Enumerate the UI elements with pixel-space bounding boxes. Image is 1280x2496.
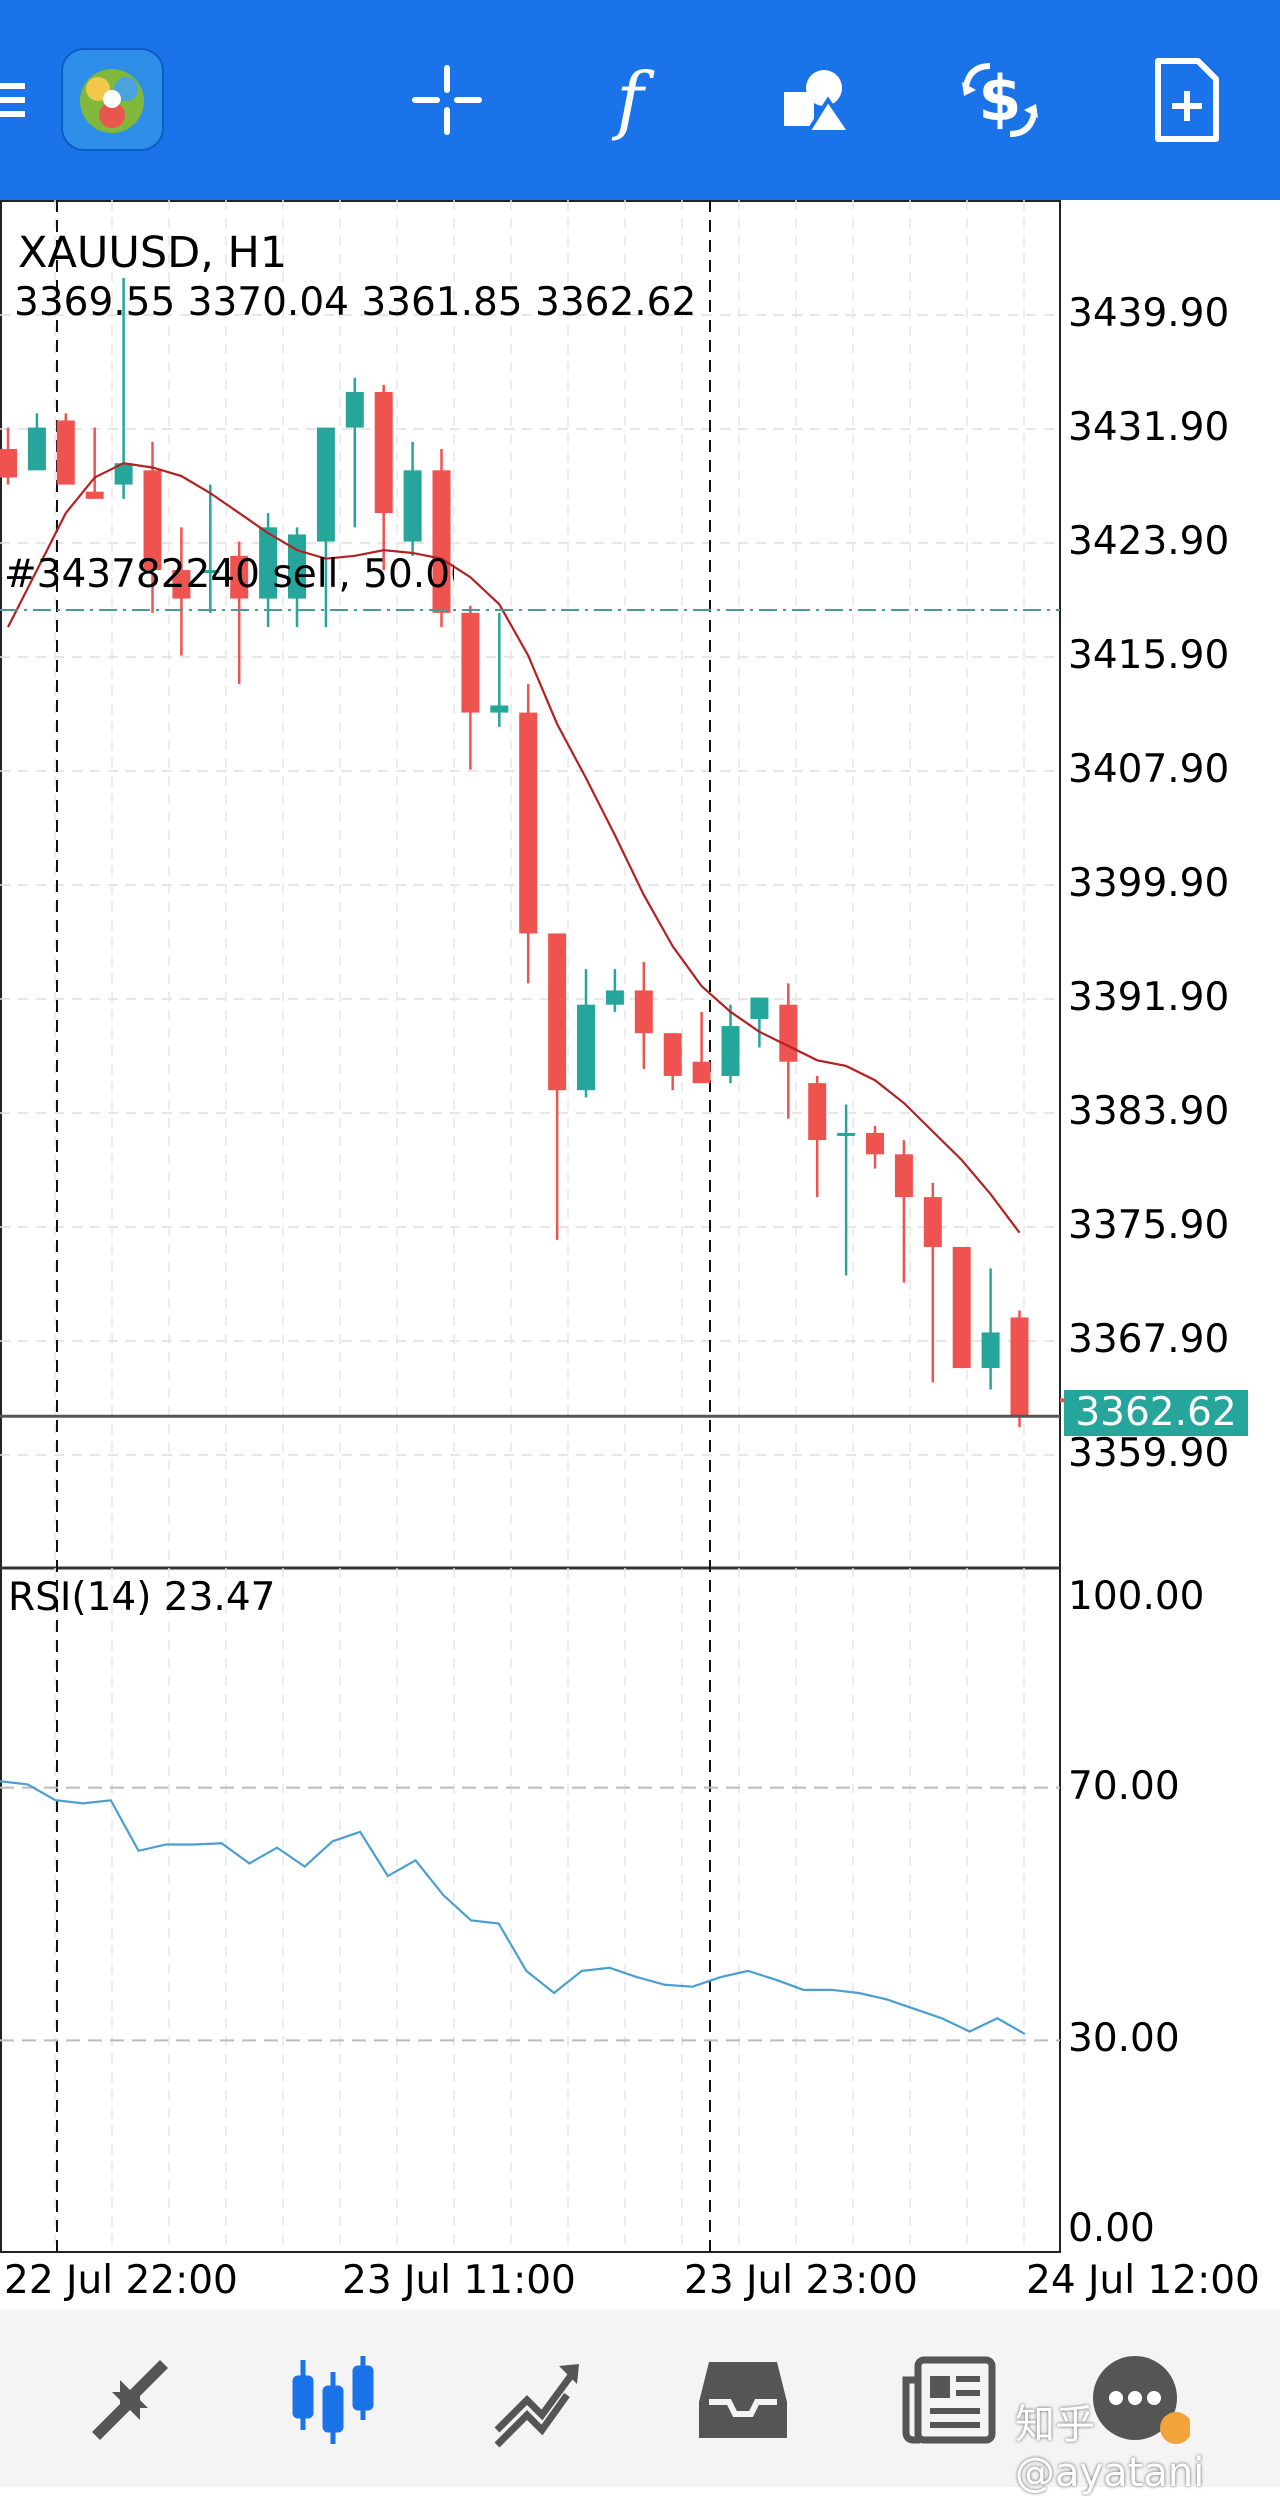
candle-body [0,448,17,478]
price-axis-label: 3391.90 [1068,975,1230,1020]
price-axis-label: 3415.90 [1068,633,1230,678]
candle-body [27,427,46,471]
top-toolbar: f $ [0,0,1280,200]
candle-body [461,612,480,713]
candle-body [432,470,451,613]
candle-body [577,1004,595,1091]
candle-body [663,1033,682,1076]
candle-body [345,391,364,428]
price-axis-label: 3399.90 [1068,861,1230,906]
quotes-icon[interactable] [65,2340,195,2460]
price-axis-label: 3359.90 [1068,1431,1230,1476]
candle-body [56,420,75,485]
candle-body [952,1246,971,1369]
candle-body [981,1332,1000,1369]
chart-area[interactable]: XAUUSD, H1 3369.55 3370.04 3361.85 3362.… [0,200,1280,2310]
candle-body [548,933,567,1091]
history-icon[interactable] [678,2340,808,2460]
order-label[interactable]: #343782240 sell, 50.00 [4,552,454,597]
candle-body [923,1197,942,1247]
candle-body [692,1061,711,1084]
price-axis-label: 3375.90 [1068,1203,1230,1248]
candle-body [201,570,220,574]
symbol-label: XAUUSD, H1 [18,228,288,278]
price-axis-label: 3383.90 [1068,1089,1230,1134]
rsi-axis-label: 100.00 [1068,1574,1205,1619]
candle-body [721,1026,740,1076]
rsi-axis-label: 0.00 [1068,2206,1155,2251]
chart-icon[interactable] [268,2340,398,2460]
price-axis-label: 3423.90 [1068,519,1230,564]
candle-body [894,1154,913,1198]
price-axis-label: 3367.90 [1068,1317,1230,1362]
candle-body [259,527,278,599]
price-axis-label: 3407.90 [1068,747,1230,792]
time-axis-label: 23 Jul 23:00 [684,2258,918,2303]
candle-body [316,427,335,542]
time-axis-label: 23 Jul 11:00 [342,2258,576,2303]
candle-body [605,990,624,1005]
objects-icon[interactable] [768,50,868,150]
candle-body [490,705,509,713]
candle-body [837,1132,856,1136]
rsi-label: RSI(14) 23.47 [8,1575,276,1620]
rsi-axis-label: 70.00 [1068,1763,1180,1809]
candle-body [230,555,249,599]
indicator-function-icon[interactable]: f [616,57,644,143]
bottom-navigation [0,2310,1280,2487]
candle-body [750,997,769,1019]
messages-icon[interactable] [1070,2340,1200,2460]
rsi-line [0,1780,1026,2036]
candle-body [85,491,104,499]
svg-text:$: $ [978,62,1021,135]
candle-body [374,391,393,514]
candle-body [519,712,538,934]
candle-body [1010,1317,1029,1417]
moving-average-line [7,462,1021,1234]
app-logo-icon [60,47,165,152]
candle-body [808,1083,827,1141]
candle-body [634,990,653,1034]
trade-icon[interactable] [472,2340,602,2460]
ohlc-label: 3369.55 3370.04 3361.85 3362.62 [14,280,697,325]
time-axis-label: 22 Jul 22:00 [4,2258,238,2303]
time-axis-label: 24 Jul 12:00 [1026,2258,1260,2303]
candle-body [866,1132,884,1155]
candlestick-chart[interactable] [0,200,1280,2310]
news-icon[interactable] [883,2340,1013,2460]
watermark: 知乎 @ayatani [1015,2402,1205,2496]
candle-body [143,470,162,571]
crosshair-icon[interactable] [397,50,497,150]
price-axis-label: 3439.90 [1068,291,1230,336]
rsi-axis-label: 30.00 [1068,2016,1180,2062]
new-order-icon[interactable] [1137,50,1237,150]
current-price-tag: 3362.62 [1064,1390,1248,1436]
candle-body [779,1004,798,1062]
one-click-trading-icon[interactable]: $ [950,50,1050,150]
price-axis-label: 3431.90 [1068,405,1230,450]
candle-body [114,463,133,485]
menu-icon[interactable] [0,50,50,150]
candle-body [172,570,191,599]
candle-body [403,470,422,542]
